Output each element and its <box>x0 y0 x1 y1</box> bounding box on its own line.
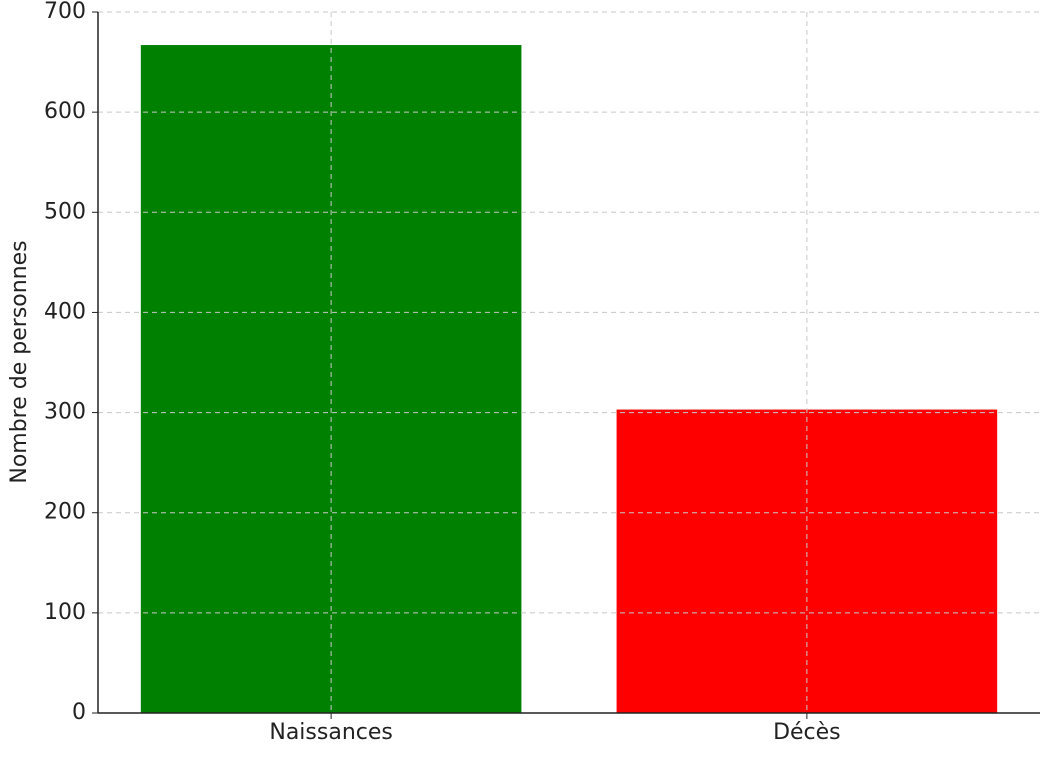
y-tick-label: 100 <box>44 600 86 625</box>
y-tick-label: 600 <box>44 99 86 124</box>
y-axis-label: Nombre de personnes <box>7 240 32 483</box>
y-tick-label: 200 <box>44 500 86 525</box>
x-tick-label: Décès <box>773 720 841 745</box>
y-tick-label: 700 <box>44 0 86 24</box>
y-tick-label: 300 <box>44 400 86 425</box>
y-tick-label: 0 <box>72 700 86 725</box>
y-tick-label: 500 <box>44 199 86 224</box>
y-tick-label: 400 <box>44 299 86 324</box>
x-tick-label: Naissances <box>269 720 393 745</box>
